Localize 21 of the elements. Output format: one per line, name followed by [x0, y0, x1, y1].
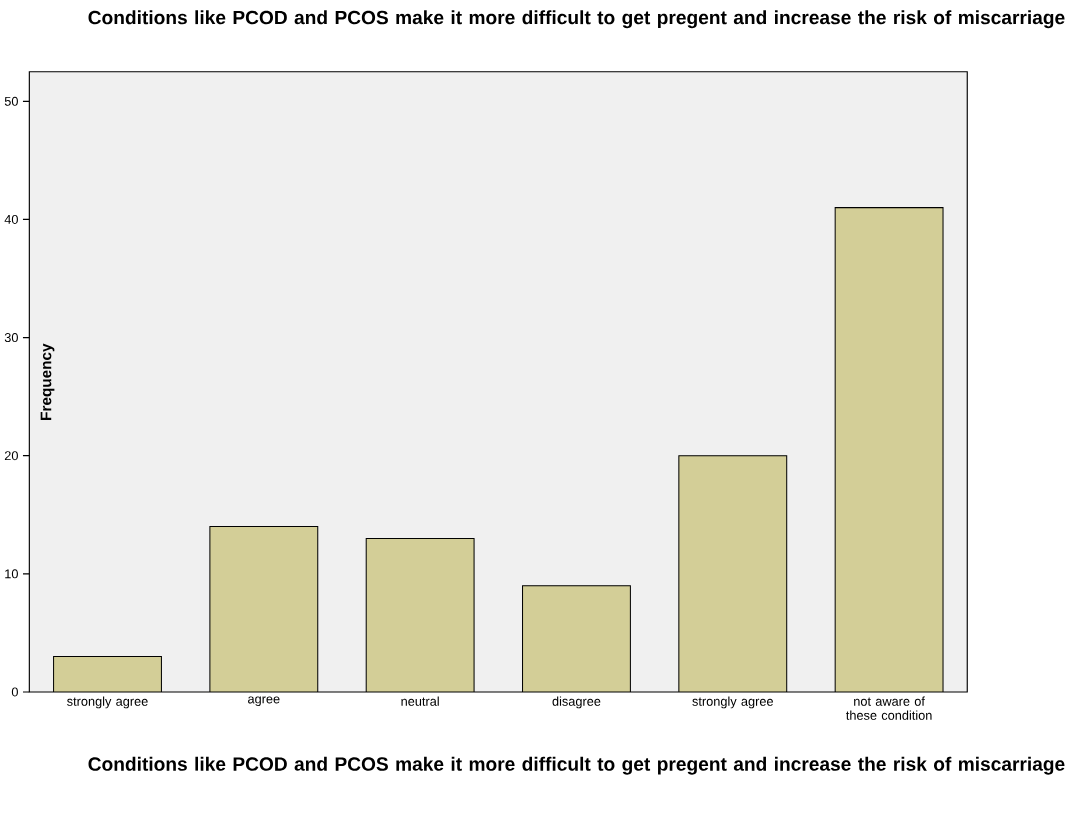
- y-tick-label: 50: [4, 97, 18, 107]
- bar: [834, 207, 944, 693]
- chart-title: Conditions like PCOD and PCOS make it more difficult to get pregent and increase the risk of miscarriage: [88, 10, 1065, 29]
- bar: [209, 526, 319, 693]
- bar: [678, 455, 788, 693]
- y-tick-label: 0: [11, 687, 18, 697]
- y-tick-label: 20: [4, 451, 18, 461]
- x-tick-label: agree: [248, 696, 280, 707]
- y-tick-label: 40: [4, 215, 18, 225]
- x-tick-label: disagree: [552, 696, 601, 709]
- bar: [522, 585, 631, 693]
- x-tick-label: strongly agree: [67, 696, 148, 709]
- x-tick-label: strongly agree: [692, 696, 773, 709]
- y-tick-label: 10: [5, 569, 18, 579]
- bar: [53, 656, 162, 693]
- y-tick-label: 30: [4, 333, 18, 343]
- x-axis-title: Conditions like PCOD and PCOS make it more difficult to get pregent and increase the risk of miscarriage: [88, 757, 1065, 775]
- x-tick-label: neutral: [401, 696, 439, 707]
- x-tick-label: not aware of these condition: [846, 696, 932, 721]
- y-axis-title: Frequency: [40, 343, 55, 421]
- bar: [365, 538, 475, 693]
